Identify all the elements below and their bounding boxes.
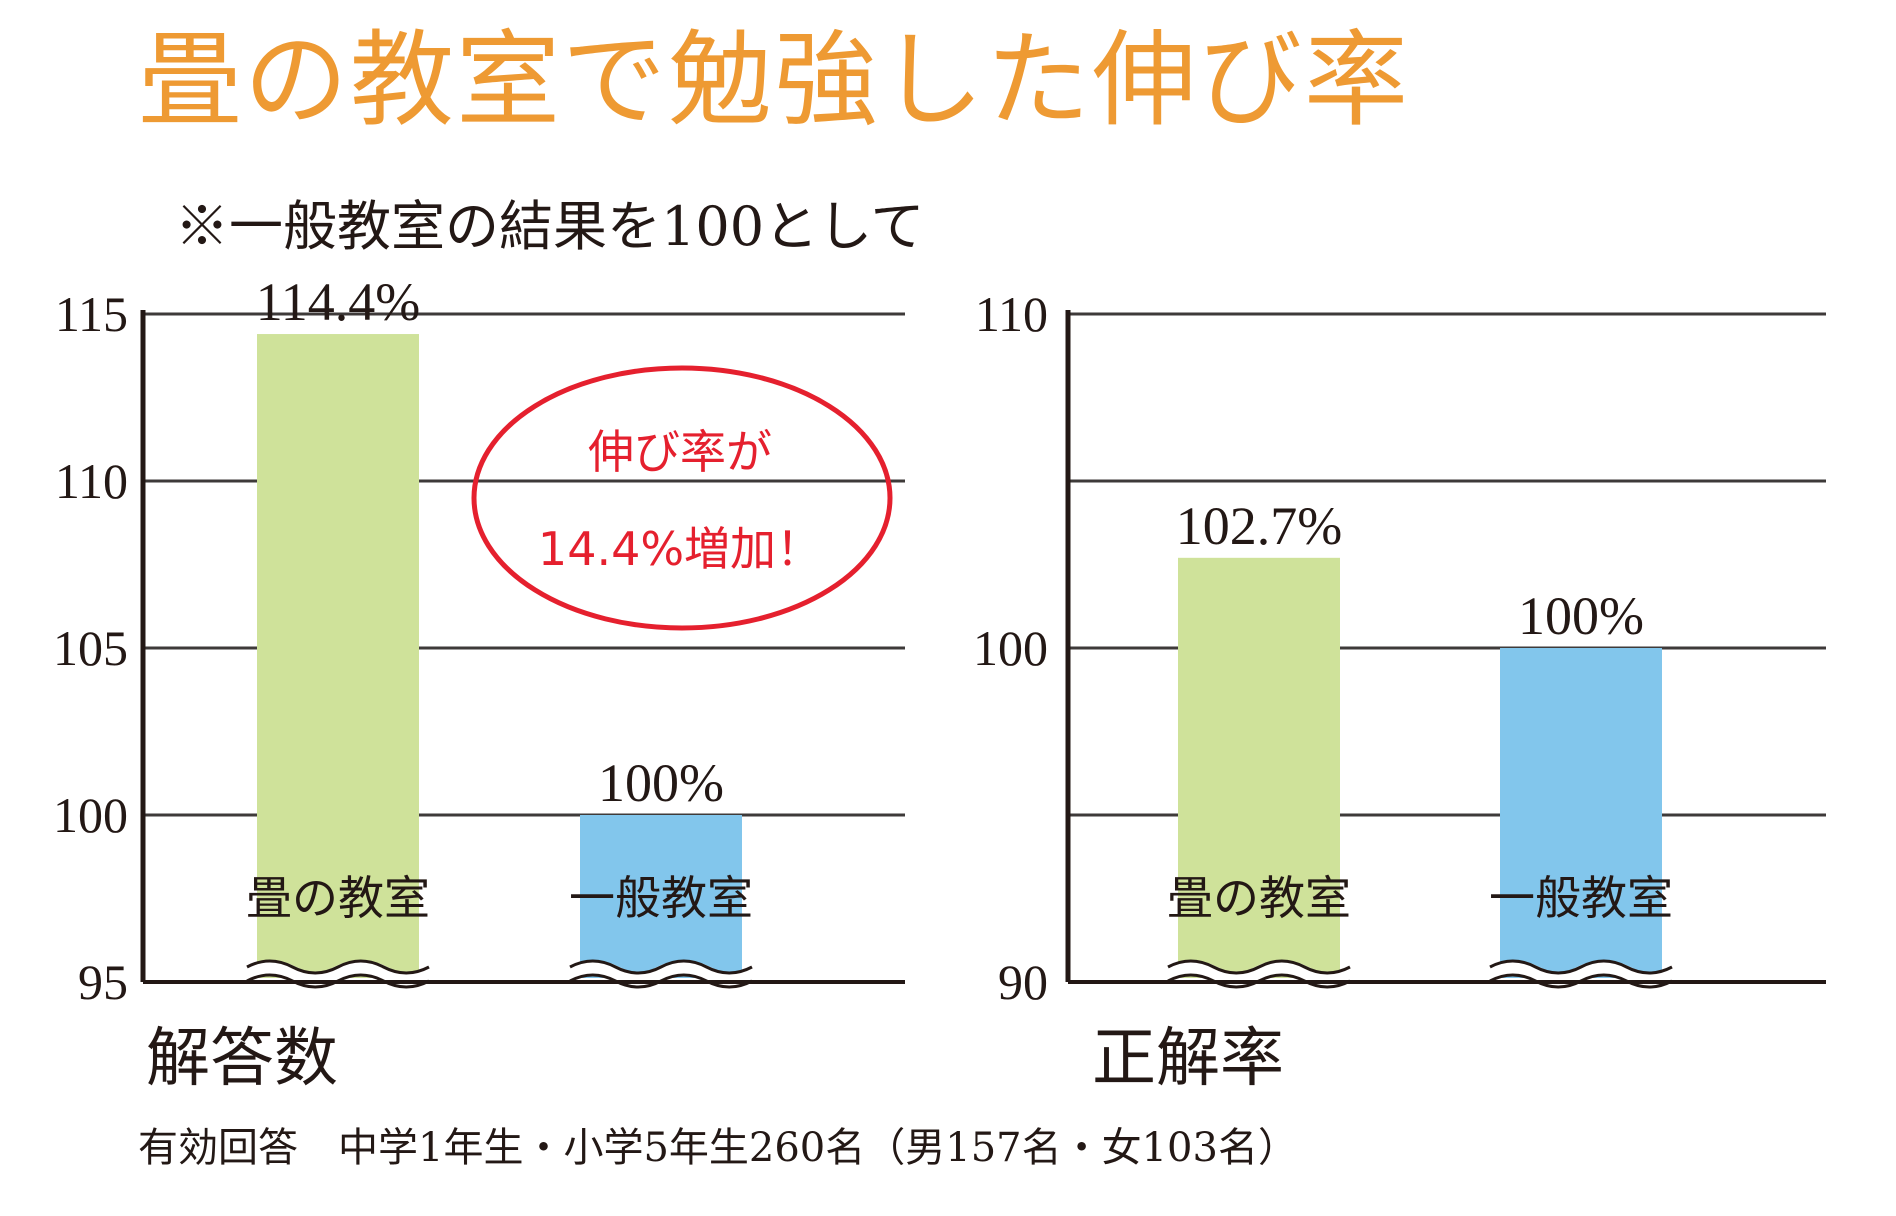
category-label: 一般教室 <box>1489 871 1673 925</box>
axis-break-mask <box>1164 960 1354 988</box>
axis-break-line <box>1489 959 1673 975</box>
answers-chart: 114.4% 畳の教室 100% 一般教室 95 100 105 110 115 解答数 <box>53 272 905 1096</box>
category-label: 畳の教室 <box>1167 871 1351 925</box>
value-label: 100% <box>598 753 724 813</box>
axis-break-line <box>569 959 753 975</box>
value-label: 102.7% <box>1176 496 1342 556</box>
bar <box>1178 557 1340 978</box>
tick-label: 90 <box>998 954 1048 1010</box>
x-axis-title: 正解率 <box>1092 1022 1284 1096</box>
callout-line2: 14.4%増加！ <box>538 522 822 576</box>
tick-label: 115 <box>55 286 128 342</box>
tick-label: 110 <box>975 286 1048 342</box>
bar <box>257 334 419 978</box>
tick-label: 105 <box>53 620 128 676</box>
x-axis-title: 解答数 <box>146 1022 338 1096</box>
callout-line1: 伸び率が <box>588 425 772 479</box>
accuracy-chart: 102.7% 畳の教室 100% 一般教室 90 100 110 正解率 <box>973 286 1826 1096</box>
chart-title: 畳の教室で勉強した伸び率 <box>138 19 1411 141</box>
bar <box>1500 648 1662 978</box>
axis-break-line <box>246 959 430 975</box>
axis-break-mask <box>1486 960 1676 988</box>
footnote: 有効回答 中学1年生・小学5年生260名（男157名・女103名） <box>138 1125 1298 1171</box>
tick-label: 100 <box>973 620 1048 676</box>
tick-label: 95 <box>78 954 128 1010</box>
callout-ellipse <box>471 365 893 631</box>
bar <box>580 815 742 978</box>
category-label: 畳の教室 <box>246 871 430 925</box>
tick-label: 100 <box>53 787 128 843</box>
axis-break-line <box>1167 959 1351 975</box>
baseline-note: ※一般教室の結果を100として <box>175 195 925 258</box>
axis-break-mask <box>566 960 756 988</box>
tick-label: 110 <box>55 453 128 509</box>
axis-break-mask <box>243 960 433 988</box>
value-label: 114.4% <box>256 272 420 332</box>
value-label: 100% <box>1518 586 1644 646</box>
category-label: 一般教室 <box>569 871 753 925</box>
callout: 伸び率が 14.4%増加！ <box>471 365 893 631</box>
